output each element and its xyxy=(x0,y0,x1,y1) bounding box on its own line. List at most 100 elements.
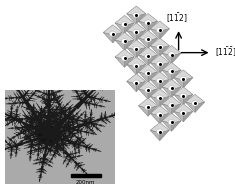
Polygon shape xyxy=(74,149,75,151)
Polygon shape xyxy=(61,114,63,115)
Polygon shape xyxy=(2,84,4,85)
Polygon shape xyxy=(10,118,12,120)
Polygon shape xyxy=(70,120,73,122)
Polygon shape xyxy=(66,120,70,130)
Polygon shape xyxy=(88,149,89,150)
Polygon shape xyxy=(61,144,62,145)
Polygon shape xyxy=(93,82,96,83)
Polygon shape xyxy=(88,98,90,100)
Polygon shape xyxy=(46,121,50,122)
Polygon shape xyxy=(57,148,58,149)
Polygon shape xyxy=(108,121,111,123)
Polygon shape xyxy=(24,145,26,146)
Polygon shape xyxy=(62,105,63,107)
Polygon shape xyxy=(33,103,34,106)
Polygon shape xyxy=(42,98,44,101)
Polygon shape xyxy=(105,86,106,87)
Polygon shape xyxy=(51,157,53,161)
Polygon shape xyxy=(92,117,94,119)
Polygon shape xyxy=(37,113,39,114)
Polygon shape xyxy=(46,162,48,164)
Polygon shape xyxy=(43,110,45,112)
Polygon shape xyxy=(59,143,68,147)
Polygon shape xyxy=(105,100,106,102)
Polygon shape xyxy=(51,92,52,94)
Polygon shape xyxy=(6,83,7,84)
Polygon shape xyxy=(99,87,100,89)
Polygon shape xyxy=(84,124,86,125)
Polygon shape xyxy=(52,110,55,113)
Polygon shape xyxy=(86,127,87,129)
Polygon shape xyxy=(10,95,11,96)
Polygon shape xyxy=(6,144,9,145)
Polygon shape xyxy=(45,115,48,116)
Polygon shape xyxy=(162,53,172,64)
Polygon shape xyxy=(101,78,103,80)
Polygon shape xyxy=(65,113,67,114)
Polygon shape xyxy=(70,134,71,135)
Polygon shape xyxy=(60,149,62,150)
Polygon shape xyxy=(0,109,1,111)
Polygon shape xyxy=(4,69,7,71)
Polygon shape xyxy=(81,91,82,92)
Polygon shape xyxy=(33,118,34,120)
Polygon shape xyxy=(39,141,43,143)
Polygon shape xyxy=(90,130,92,132)
Polygon shape xyxy=(45,122,51,124)
Polygon shape xyxy=(51,113,54,114)
Polygon shape xyxy=(54,140,56,141)
Polygon shape xyxy=(38,161,44,163)
Polygon shape xyxy=(82,139,83,141)
Polygon shape xyxy=(58,110,59,112)
Polygon shape xyxy=(55,145,60,153)
Polygon shape xyxy=(5,75,6,76)
Polygon shape xyxy=(7,112,9,114)
Polygon shape xyxy=(59,124,60,125)
Polygon shape xyxy=(53,147,54,148)
Polygon shape xyxy=(39,141,48,144)
Polygon shape xyxy=(75,120,78,125)
Polygon shape xyxy=(75,132,76,133)
Polygon shape xyxy=(89,149,90,150)
Polygon shape xyxy=(32,108,33,111)
Polygon shape xyxy=(84,92,85,94)
Polygon shape xyxy=(150,38,169,48)
Polygon shape xyxy=(48,97,56,102)
Polygon shape xyxy=(7,110,9,111)
Polygon shape xyxy=(46,117,47,118)
Polygon shape xyxy=(55,118,57,123)
Polygon shape xyxy=(57,152,58,154)
Polygon shape xyxy=(41,111,43,112)
Circle shape xyxy=(157,129,163,134)
Polygon shape xyxy=(53,155,55,157)
Polygon shape xyxy=(73,121,74,123)
Circle shape xyxy=(168,69,175,74)
Polygon shape xyxy=(44,99,47,102)
Polygon shape xyxy=(17,135,19,137)
Polygon shape xyxy=(72,114,74,115)
Polygon shape xyxy=(97,85,104,88)
Polygon shape xyxy=(37,112,50,118)
Polygon shape xyxy=(76,139,77,141)
Text: $[1\bar{1}\bar{2}]$: $[1\bar{1}\bar{2}]$ xyxy=(215,46,235,59)
Polygon shape xyxy=(101,117,103,118)
Polygon shape xyxy=(111,73,112,74)
Polygon shape xyxy=(38,146,47,150)
Polygon shape xyxy=(33,135,35,136)
Polygon shape xyxy=(114,112,115,115)
Polygon shape xyxy=(82,144,83,145)
Polygon shape xyxy=(66,127,67,129)
Polygon shape xyxy=(77,85,78,86)
Polygon shape xyxy=(2,75,4,76)
Polygon shape xyxy=(31,146,35,148)
Polygon shape xyxy=(30,119,33,121)
Polygon shape xyxy=(19,81,21,82)
Polygon shape xyxy=(55,145,57,147)
Polygon shape xyxy=(74,161,82,168)
Polygon shape xyxy=(11,75,12,76)
Polygon shape xyxy=(50,105,51,107)
Polygon shape xyxy=(32,147,33,148)
Polygon shape xyxy=(65,143,68,144)
Polygon shape xyxy=(67,128,70,133)
Polygon shape xyxy=(10,127,14,129)
